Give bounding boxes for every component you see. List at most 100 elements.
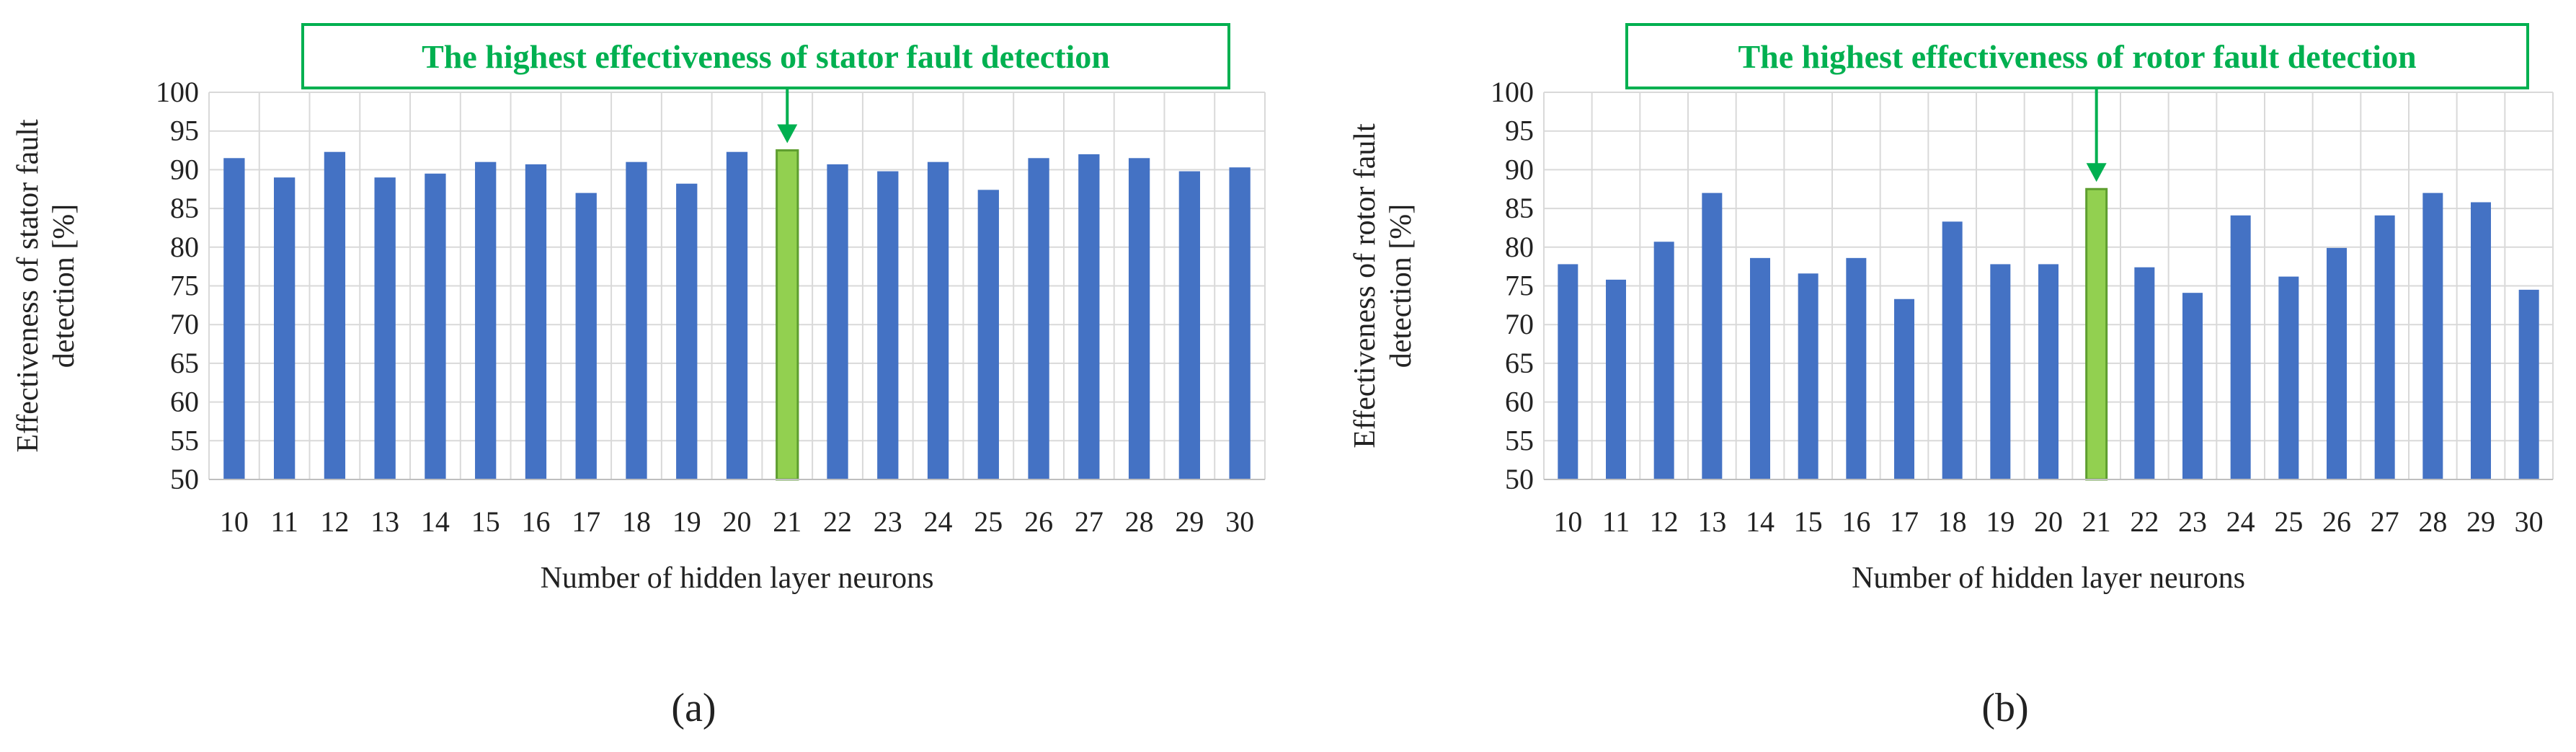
x-tick-label: 19 bbox=[1986, 505, 2015, 538]
x-tick-label: 20 bbox=[723, 505, 752, 538]
x-tick-label: 15 bbox=[1794, 505, 1823, 538]
y-tick-label: 50 bbox=[1505, 463, 1534, 495]
y-tick-label: 95 bbox=[170, 115, 199, 147]
x-tick-label: 17 bbox=[1890, 505, 1919, 538]
bar-16 bbox=[525, 164, 547, 479]
bar-29 bbox=[1178, 171, 1201, 479]
bar-18 bbox=[1942, 221, 1963, 479]
y-axis-title-line: Effectiveness of stator fault bbox=[12, 119, 45, 453]
bar-28 bbox=[1128, 158, 1150, 480]
y-tick-label: 75 bbox=[1505, 270, 1534, 302]
x-tick-label: 28 bbox=[1125, 505, 1154, 538]
x-tick-label: 10 bbox=[1553, 505, 1582, 538]
bar-12 bbox=[1653, 242, 1674, 479]
bar-26 bbox=[2327, 247, 2347, 479]
x-tick-label: 13 bbox=[370, 505, 399, 538]
x-tick-label: 16 bbox=[521, 505, 550, 538]
x-tick-label: 28 bbox=[2418, 505, 2447, 538]
y-tick-label: 60 bbox=[1505, 386, 1534, 418]
bar-10 bbox=[223, 158, 245, 480]
y-tick-label: 100 bbox=[156, 76, 199, 108]
x-tick-label: 21 bbox=[773, 505, 801, 538]
panel-label: (b) bbox=[1981, 686, 2028, 730]
y-tick-label: 50 bbox=[170, 463, 199, 495]
y-axis-title-line: detection [%] bbox=[48, 204, 81, 368]
x-axis-title: Number of hidden layer neurons bbox=[1852, 562, 2245, 595]
bar-27 bbox=[1078, 154, 1100, 480]
x-tick-label: 13 bbox=[1697, 505, 1726, 538]
bar-19 bbox=[1990, 264, 2011, 479]
bar-13 bbox=[1702, 193, 1723, 479]
bar-17 bbox=[1894, 298, 1914, 479]
y-tick-label: 75 bbox=[170, 270, 199, 302]
chart-a-svg: 50 55 60 65 70 75 80 85 90 95 100 10 11 12 13 14 15 16 17 1… bbox=[12, 23, 1266, 730]
bar-22 bbox=[2134, 267, 2155, 479]
bar-27 bbox=[2374, 215, 2395, 479]
bar-26 bbox=[1028, 158, 1049, 480]
panel-label: (a) bbox=[671, 686, 716, 730]
chart-panel-b: 50 55 60 65 70 75 80 85 90 95 100 10 11 12 13 14 15 16 17 1… bbox=[1288, 0, 2576, 752]
y-tick-label: 65 bbox=[170, 347, 199, 379]
bar-14 bbox=[425, 173, 446, 479]
x-tick-label: 29 bbox=[1175, 505, 1204, 538]
x-tick-label: 26 bbox=[2322, 505, 2351, 538]
x-tick-label: 25 bbox=[974, 505, 1003, 538]
callout-arrow-head bbox=[777, 124, 798, 143]
callout-box bbox=[1625, 23, 2529, 89]
y-tick-label: 100 bbox=[1491, 76, 1534, 108]
x-tick-label: 21 bbox=[2082, 505, 2111, 538]
x-tick-label: 25 bbox=[2274, 505, 2303, 538]
x-tick-label: 30 bbox=[1225, 505, 1254, 538]
x-tick-label: 17 bbox=[572, 505, 600, 538]
callout-arrow-head bbox=[2086, 163, 2107, 182]
bar-15 bbox=[1798, 273, 1818, 479]
x-tick-label: 11 bbox=[270, 505, 298, 538]
bar-17 bbox=[575, 193, 597, 479]
y-tick-label: 55 bbox=[170, 424, 199, 456]
x-tick-label: 20 bbox=[2034, 505, 2063, 538]
bar-23 bbox=[877, 171, 899, 479]
x-tick-label: 24 bbox=[2226, 505, 2255, 538]
y-axis-title-line: detection [%] bbox=[1385, 204, 1418, 368]
bar-25 bbox=[977, 190, 999, 479]
chart-panel-a: 50 55 60 65 70 75 80 85 90 95 100 10 11 12 13 14 15 16 17 1… bbox=[12, 23, 1266, 730]
bar-30 bbox=[1229, 167, 1251, 480]
x-tick-label: 30 bbox=[2515, 505, 2544, 538]
bar-12 bbox=[324, 151, 346, 479]
x-tick-label: 16 bbox=[1842, 505, 1870, 538]
x-tick-label: 11 bbox=[1602, 505, 1630, 538]
bar-24 bbox=[2230, 215, 2251, 479]
x-tick-label: 26 bbox=[1024, 505, 1053, 538]
bar-13 bbox=[374, 177, 396, 479]
bar-25 bbox=[2278, 276, 2299, 479]
x-tick-label: 27 bbox=[2371, 505, 2399, 538]
x-tick-label: 12 bbox=[1650, 505, 1679, 538]
y-axis-title-line: Effectiveness of rotor fault bbox=[1349, 123, 1382, 448]
x-tick-label: 22 bbox=[2130, 505, 2159, 538]
bar-11 bbox=[1606, 279, 1626, 479]
y-tick-label: 60 bbox=[170, 386, 199, 418]
x-tick-label: 29 bbox=[2466, 505, 2495, 538]
bar-29 bbox=[2471, 202, 2491, 479]
bar-18 bbox=[626, 162, 647, 479]
x-tick-label: 15 bbox=[471, 505, 500, 538]
bar-11 bbox=[273, 177, 296, 479]
bar-24 bbox=[927, 162, 949, 479]
y-tick-label: 90 bbox=[1505, 153, 1534, 185]
bar-23 bbox=[2182, 293, 2203, 479]
x-tick-label: 14 bbox=[421, 505, 450, 538]
y-tick-label: 70 bbox=[170, 308, 199, 340]
y-tick-label: 95 bbox=[1505, 115, 1534, 147]
bar-14 bbox=[1750, 257, 1770, 479]
bar-21 bbox=[2085, 187, 2108, 481]
bar-16 bbox=[1846, 257, 1867, 479]
y-tick-label: 65 bbox=[1505, 347, 1534, 379]
bar-10 bbox=[1558, 264, 1578, 479]
bar-20 bbox=[2038, 264, 2058, 479]
x-tick-label: 22 bbox=[823, 505, 852, 538]
x-tick-label: 27 bbox=[1075, 505, 1103, 538]
x-tick-label: 19 bbox=[672, 505, 701, 538]
y-tick-label: 85 bbox=[1505, 192, 1534, 224]
x-tick-label: 10 bbox=[220, 505, 249, 538]
callout-box bbox=[301, 23, 1230, 89]
